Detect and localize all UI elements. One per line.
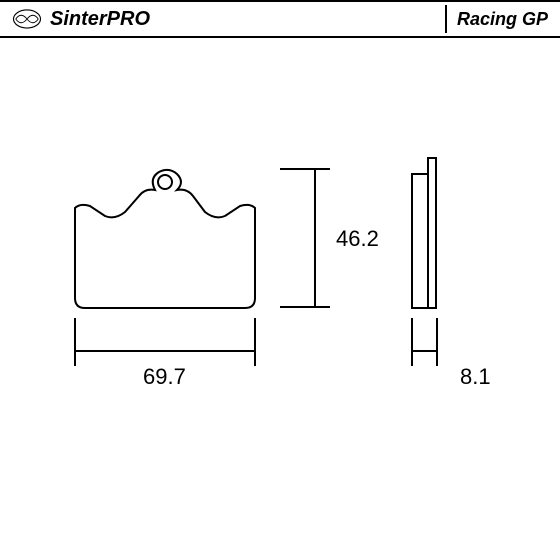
height-dim-line xyxy=(314,168,316,308)
brake-pad-side-view xyxy=(408,156,440,311)
brake-pad-front-view xyxy=(65,168,265,318)
height-label: 46.2 xyxy=(336,226,379,252)
width-dim-line xyxy=(74,350,256,352)
brand-logo-icon xyxy=(12,8,42,30)
height-tick-top xyxy=(280,168,330,170)
thickness-dim-line xyxy=(411,350,438,352)
width-label: 69.7 xyxy=(143,364,186,390)
header-bar: SinterPRO Racing GP xyxy=(0,0,560,38)
thickness-label: 8.1 xyxy=(460,364,491,390)
header-separator xyxy=(445,5,447,33)
header-left: SinterPRO xyxy=(12,8,150,31)
width-tick-right xyxy=(254,318,256,366)
thickness-tick-right xyxy=(436,318,438,366)
thickness-tick-left xyxy=(411,318,413,366)
diagram-area: 69.7 46.2 8.1 xyxy=(0,38,560,558)
product-category: Racing GP xyxy=(457,9,548,30)
brand-name: SinterPRO xyxy=(50,8,150,31)
header-right: Racing GP xyxy=(445,5,548,33)
height-tick-bottom xyxy=(280,306,330,308)
width-tick-left xyxy=(74,318,76,366)
